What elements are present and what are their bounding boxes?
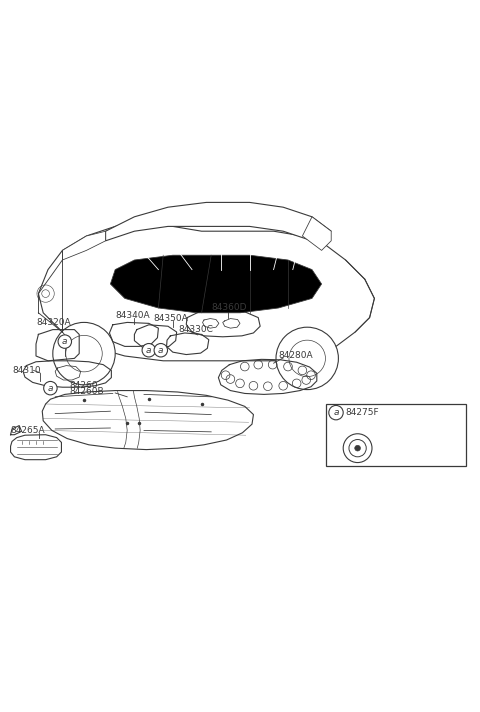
Text: a: a bbox=[146, 346, 152, 355]
Polygon shape bbox=[42, 391, 253, 449]
Text: 84260B: 84260B bbox=[70, 387, 104, 397]
Text: 84310: 84310 bbox=[12, 366, 41, 375]
Text: 84360D: 84360D bbox=[211, 303, 247, 312]
Text: a: a bbox=[48, 384, 53, 392]
Circle shape bbox=[154, 343, 168, 357]
Polygon shape bbox=[110, 255, 322, 313]
Text: 84265A: 84265A bbox=[11, 426, 45, 435]
Text: 84350A: 84350A bbox=[154, 314, 188, 323]
Text: 84340A: 84340A bbox=[115, 310, 150, 320]
Text: 84260: 84260 bbox=[70, 381, 98, 390]
Text: 84320A: 84320A bbox=[36, 318, 71, 327]
Text: a: a bbox=[62, 337, 68, 346]
Text: a: a bbox=[158, 346, 164, 355]
Polygon shape bbox=[106, 202, 331, 241]
Polygon shape bbox=[38, 221, 374, 361]
Circle shape bbox=[355, 445, 360, 451]
Text: 84330C: 84330C bbox=[179, 325, 214, 334]
Circle shape bbox=[276, 328, 338, 389]
Circle shape bbox=[53, 323, 115, 384]
Circle shape bbox=[329, 405, 343, 420]
Polygon shape bbox=[302, 216, 331, 251]
Circle shape bbox=[58, 335, 72, 348]
FancyBboxPatch shape bbox=[326, 404, 466, 466]
Circle shape bbox=[44, 382, 57, 395]
Polygon shape bbox=[62, 231, 106, 260]
Polygon shape bbox=[11, 435, 61, 460]
Circle shape bbox=[142, 343, 156, 357]
Text: 84280A: 84280A bbox=[278, 352, 313, 360]
Text: a: a bbox=[333, 408, 339, 417]
Text: 84275F: 84275F bbox=[346, 408, 379, 417]
